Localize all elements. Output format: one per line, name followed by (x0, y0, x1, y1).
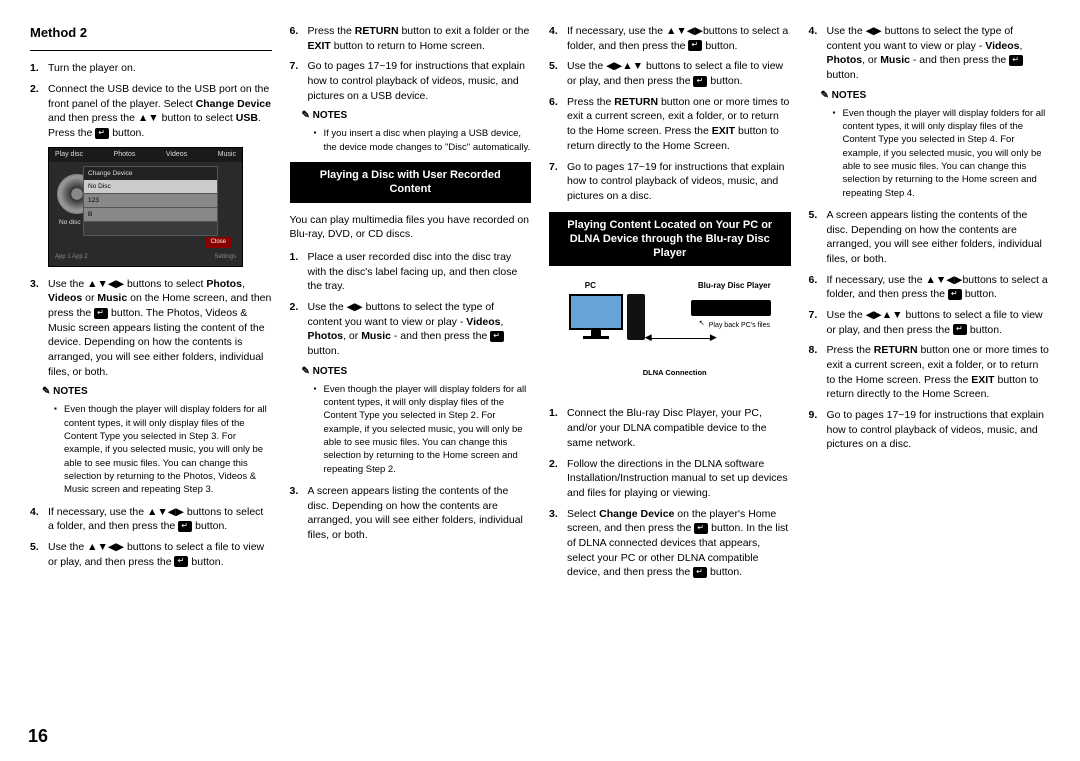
method-title: Method 2 (30, 24, 272, 42)
manual-page: Method 2 1.Turn the player on. 2.Connect… (30, 24, 1050, 586)
method-steps-b: 3.Use the ▲▼◀▶ buttons to select Photos,… (30, 277, 272, 380)
section-b-title: Playing Content Located on Your PC or DL… (549, 212, 791, 267)
section-b-steps-cont2: 5.A screen appears listing the contents … (809, 208, 1051, 452)
section-a-notes: Even though the player will display fold… (290, 383, 532, 476)
section-a-intro: You can play multimedia files you have r… (290, 213, 532, 242)
column-2: 6.Press the RETURN button to exit a fold… (290, 24, 532, 586)
enter-icon (688, 40, 702, 51)
section-a-steps-cont: 3.A screen appears listing the contents … (290, 484, 532, 543)
section-a-steps: 1.Place a user recorded disc into the di… (290, 250, 532, 359)
method-steps-a: 1.Turn the player on. 2.Connect the USB … (30, 61, 272, 140)
method-notes-2: If you insert a disc when playing a USB … (290, 127, 532, 154)
enter-icon (1009, 55, 1023, 66)
enter-icon (694, 523, 708, 534)
method-steps-c: 4.If necessary, use the ▲▼◀▶ buttons to … (30, 505, 272, 570)
notes-label: NOTES (821, 89, 1051, 103)
section-a-steps-cont2: 4.If necessary, use the ▲▼◀▶buttons to s… (549, 24, 791, 204)
section-a-title: Playing a Disc with User Recorded Conten… (290, 162, 532, 203)
section-b-steps: 1.Connect the Blu-ray Disc Player, your … (549, 406, 791, 580)
notes-label: NOTES (42, 385, 272, 399)
enter-icon (174, 556, 188, 567)
page-number: 16 (28, 726, 48, 747)
notes-label: NOTES (302, 109, 532, 123)
divider (30, 50, 272, 51)
enter-icon (953, 324, 967, 335)
device-screenshot: Play disc Photos Videos Music No disc Ch… (48, 147, 243, 267)
column-4: 4.Use the ◀▶ buttons to select the type … (809, 24, 1051, 586)
section-b-notes: Even though the player will display fold… (809, 107, 1051, 200)
column-3: 4.If necessary, use the ▲▼◀▶buttons to s… (549, 24, 791, 586)
method-notes-1: Even though the player will display fold… (30, 403, 272, 496)
column-1: Method 2 1.Turn the player on. 2.Connect… (30, 24, 272, 586)
enter-icon (178, 521, 192, 532)
enter-icon (948, 289, 962, 300)
enter-icon (94, 308, 108, 319)
section-b-steps-cont: 4.Use the ◀▶ buttons to select the type … (809, 24, 1051, 83)
dlna-diagram: PC Blu-ray Disc Player Play back PC's fi… (555, 276, 785, 396)
enter-icon (95, 128, 109, 139)
enter-icon (490, 331, 504, 342)
notes-label: NOTES (302, 365, 532, 379)
enter-icon (693, 76, 707, 87)
enter-icon (693, 567, 707, 578)
method-steps-d: 6.Press the RETURN button to exit a fold… (290, 24, 532, 103)
